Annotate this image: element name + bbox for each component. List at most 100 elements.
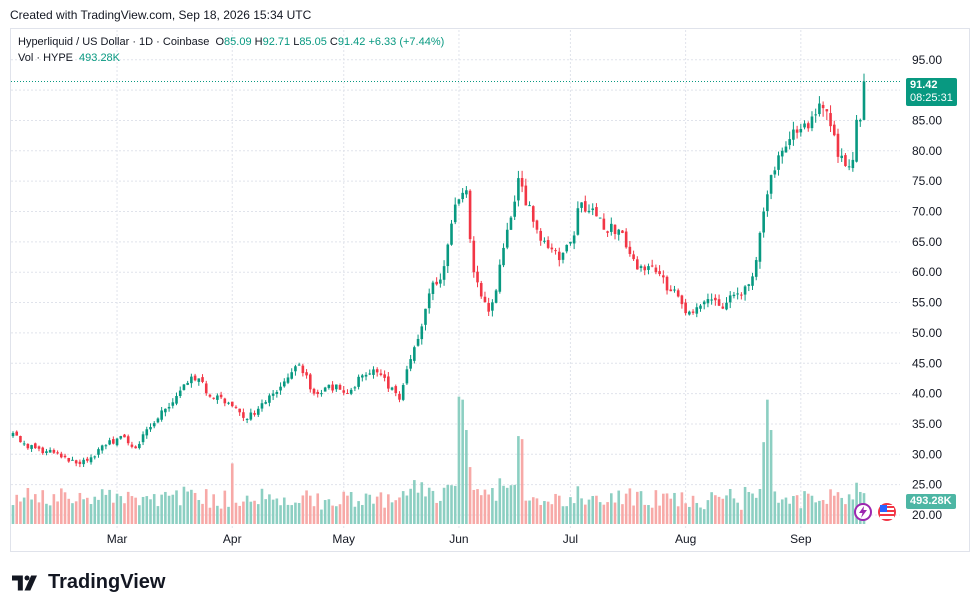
candle-body (60, 453, 63, 458)
candle-body (405, 369, 409, 384)
candle-body (531, 206, 535, 222)
volume-bar (531, 497, 535, 524)
volume-bar (335, 506, 338, 524)
candle-body (416, 338, 420, 346)
candle-body (335, 384, 338, 390)
volume-bar (130, 496, 134, 524)
lightning-icon[interactable] (854, 503, 872, 521)
volume-bar (780, 499, 784, 524)
volume-bar (89, 504, 93, 524)
volume-bar (182, 486, 186, 524)
y-tick-label: 25.00 (912, 478, 942, 492)
volume-bar (390, 502, 394, 524)
volume-bar (305, 490, 308, 524)
candle-body (156, 418, 160, 423)
candle-body (725, 302, 728, 310)
candle-body (795, 129, 799, 133)
candle-body (171, 402, 175, 406)
candle-body (565, 244, 569, 252)
volume-bar (587, 499, 591, 524)
tradingview-logo[interactable]: TradingView (12, 571, 165, 594)
volume-bar (643, 504, 647, 524)
candle-body (528, 205, 531, 207)
legend-change: +6.33 (+7.44%) (368, 36, 445, 48)
candle-body (19, 436, 22, 443)
volume-bar (416, 492, 420, 524)
candle-body (409, 359, 412, 369)
candle-body (803, 123, 806, 128)
volume-bar (769, 430, 773, 524)
candle-body (119, 436, 123, 439)
candle-body (684, 302, 687, 314)
volume-bar (56, 501, 59, 524)
candle-body (465, 190, 468, 195)
volume-bar (186, 491, 189, 524)
us-flag-icon[interactable] (878, 503, 896, 521)
candle-body (550, 247, 554, 250)
candle-body (751, 276, 754, 286)
volume-bar (327, 499, 331, 524)
bar-countdown: 08:25:31 (910, 92, 953, 104)
volume-legend-label[interactable]: Vol · HYPE (18, 52, 74, 64)
candle-body (643, 266, 647, 271)
volume-tag: 493.28K (906, 494, 956, 509)
legend-high-value: 92.71 (262, 36, 291, 48)
volume-bar (714, 495, 717, 524)
volume-bar (346, 495, 349, 524)
volume-bar (268, 494, 271, 524)
legend-symbol[interactable]: Hyperliquid / US Dollar · 1D · Coinbase (18, 36, 210, 48)
candle-body (792, 129, 795, 140)
candle-body (476, 271, 479, 283)
volume-bar (63, 492, 67, 524)
candle-body (204, 383, 208, 394)
volume-bar (591, 495, 595, 524)
candle-body (89, 457, 93, 463)
y-tick-label: 35.00 (912, 417, 942, 431)
chart-frame[interactable] (10, 28, 970, 552)
volume-bar (15, 494, 19, 524)
volume-bar (178, 505, 182, 524)
volume-bar (792, 496, 795, 524)
volume-bar (550, 504, 554, 524)
candle-body (806, 123, 810, 129)
candle-body (427, 293, 431, 309)
candle-body (632, 254, 635, 260)
candle-body (78, 461, 82, 465)
volume-bar (11, 505, 15, 524)
candle-body (472, 240, 476, 273)
volume-bar (624, 493, 628, 524)
candle-body (82, 459, 85, 465)
volume-bar (736, 502, 739, 524)
volume-bar (387, 494, 390, 524)
candle-body (836, 133, 840, 157)
candle-body (747, 284, 751, 286)
volume-bar (134, 497, 137, 524)
candle-body (662, 275, 665, 278)
volume-bar (725, 495, 728, 524)
volume-bar (383, 507, 386, 524)
candle-body (595, 207, 598, 217)
volume-bar (479, 495, 483, 524)
volume-bar (323, 500, 327, 524)
volume-bar (446, 484, 450, 524)
candle-body (505, 229, 509, 248)
candle-body (732, 294, 736, 297)
candle-body (193, 375, 197, 381)
volume-bar (647, 505, 650, 524)
candle-body (498, 264, 502, 292)
volume-bar (788, 503, 791, 524)
candle-body (517, 178, 520, 201)
candle-body (829, 113, 832, 127)
volume-bar (208, 507, 212, 524)
volume-bar (543, 501, 546, 524)
volume-bar (78, 492, 82, 524)
volume-bar (483, 489, 487, 524)
candle-body (479, 283, 483, 297)
volume-bar (30, 499, 33, 524)
volume-bar (338, 504, 342, 524)
volume-bar (610, 493, 613, 524)
candle-body (754, 260, 758, 277)
candle-body (524, 185, 528, 206)
candle-body (844, 155, 847, 166)
